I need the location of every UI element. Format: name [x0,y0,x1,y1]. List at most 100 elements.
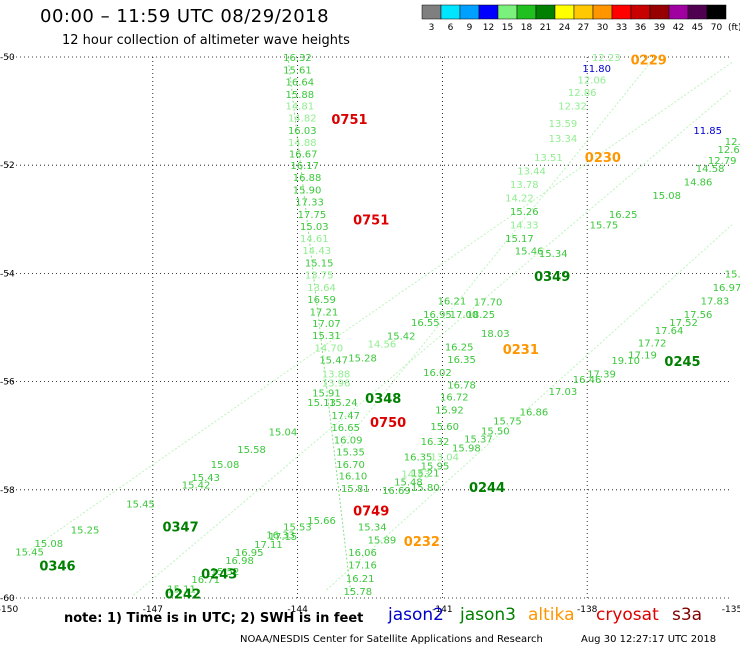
colorbar-unit: (ft) [728,23,740,33]
wave-height-label: 15.90 [293,186,322,197]
wave-height-label: 15.53 [283,523,312,534]
wave-height-label: 16.70 [336,460,365,471]
wave-height-label: 16.88 [293,173,322,184]
legend-jason2: jason2 [388,605,444,625]
wave-height-label: 18.03 [481,329,510,340]
page-subtitle: 12 hour collection of altimeter wave hei… [62,33,350,48]
wave-height-label: 15.25 [71,525,100,536]
lon-tick-label: -135 [722,605,740,615]
colorbar-swatch [573,4,594,20]
colorbar-tick-label: 21 [540,23,551,33]
wave-height-label: 12.86 [568,88,597,99]
wave-height-label: 16.32 [421,437,450,448]
wave-height-label: 15.43 [191,473,220,484]
wave-height-label: 13.04 [430,452,459,463]
pass-time-label: 0243 [201,568,237,583]
wave-height-label: 16.95 [235,548,264,559]
wave-height-label: 17.70 [474,298,503,309]
wave-height-label: 12.32 [558,102,587,113]
wave-height-label: 16.17 [290,161,319,172]
wave-height-label: 16.97 [713,283,740,294]
wave-height-label: 15.47 [319,355,348,366]
pass-time-label: 0229 [631,54,667,69]
pass-time-label: 0750 [370,416,406,431]
wave-height-label: 16.21 [346,574,375,585]
colorbar-swatch [668,4,689,20]
colorbar-swatch [440,4,461,20]
wave-height-label: 15.26 [510,207,539,218]
pass-time-label: 0347 [162,521,198,536]
wave-height-label: 16.21 [438,296,467,307]
wave-height-label: 18.25 [467,310,496,321]
wave-height-label: 12.06 [578,76,607,87]
colorbar-tick-label: 9 [467,23,473,33]
wave-height-label: 15.50 [481,426,510,437]
wave-height-label: 16.71 [191,575,220,586]
wave-height-label: 14.61 [300,234,329,245]
pass-time-label: 0348 [365,392,401,407]
wave-height-label: 13.59 [549,119,578,130]
wave-height-label: 15.75 [493,417,522,428]
wave-height-label: 15.48 [394,478,423,489]
pass-time-label: 0349 [534,270,570,285]
wave-height-label: 12.63 [718,145,740,156]
wave-height-label: 17.19 [628,351,657,362]
wave-height-label: 14.22 [505,194,534,205]
wave-height-label: 14.86 [684,177,713,188]
wave-height-label: 15.46 [515,247,544,258]
map-grid: -150 -147 -144 -141 -138 -135 -50 -52 -54 -56 -58 -… [0,53,740,615]
colorbar-swatch [611,4,632,20]
wave-height-label: 13.44 [517,167,546,178]
wave-height-label: 17.03 [549,387,578,398]
wave-height-label: 15.98 [452,444,481,455]
legend-s3a: s3a [672,605,703,625]
wave-height-label: 14.81 [286,102,315,113]
wave-height-label: 15.24 [329,398,358,409]
pass-time-label: 0230 [585,151,621,166]
wave-height-label: 15.80 [411,483,440,494]
colorbar-swatch [459,4,480,20]
wave-height-label: 16.72 [440,393,469,404]
colorbar-swatch [592,4,613,20]
wave-height-label: 17.33 [295,197,324,208]
lat-tick-label: -54 [0,269,15,279]
colorbar-tick-label: 24 [559,23,571,33]
colorbar-tick-label: 42 [673,23,684,33]
track-line [133,89,733,596]
wave-height-label: 17.64 [655,326,684,337]
wave-height-label: 16.03 [288,126,317,137]
pass-time-label: 0346 [39,560,75,575]
wave-height-label: 15.42 [182,480,211,491]
lon-tick-label: -138 [577,605,598,615]
wave-height-label: 16.33 [266,531,295,542]
wave-height-label: 16.86 [520,407,549,418]
wave-height-label: 17.47 [331,411,360,422]
wave-height-label: 14.82 [288,114,317,125]
wave-height-label: 15.8 [725,269,740,280]
wave-height-label: 14.56 [368,340,397,351]
wave-height-label: 17.11 [254,540,283,551]
wave-height-labels: 16.3215.6116.6415.8814.8114.8216.0314.88… [15,53,740,598]
legend-altika: altika [528,605,575,625]
colorbar-tick-label: 36 [635,23,647,33]
colorbar-tick-label: 6 [448,23,454,33]
wave-height-label: 16.98 [225,556,254,567]
colorbar-swatch [535,4,556,20]
wave-height-label: 15.04 [269,427,298,438]
wave-height-label: 15.66 [307,516,336,527]
wave-height-label: 14.88 [288,138,317,149]
wave-height-label: 15.45 [15,547,44,558]
wave-height-label: 15.89 [368,536,397,547]
wave-height-label: 15.58 [237,445,266,456]
pass-time-label: 0751 [331,113,367,128]
footer-credit: NOAA/NESDIS Center for Satellite Applica… [240,634,543,645]
wave-height-label: 14.58 [696,164,725,175]
wave-height-label: 16.55 [411,318,440,329]
wave-height-label: 16.95 [423,310,452,321]
wave-height-label: 15.45 [126,499,155,510]
wave-height-label: 16.46 [573,375,602,386]
wave-height-label: 15.31 [312,331,341,342]
wave-height-label: 16.35 [404,452,433,463]
